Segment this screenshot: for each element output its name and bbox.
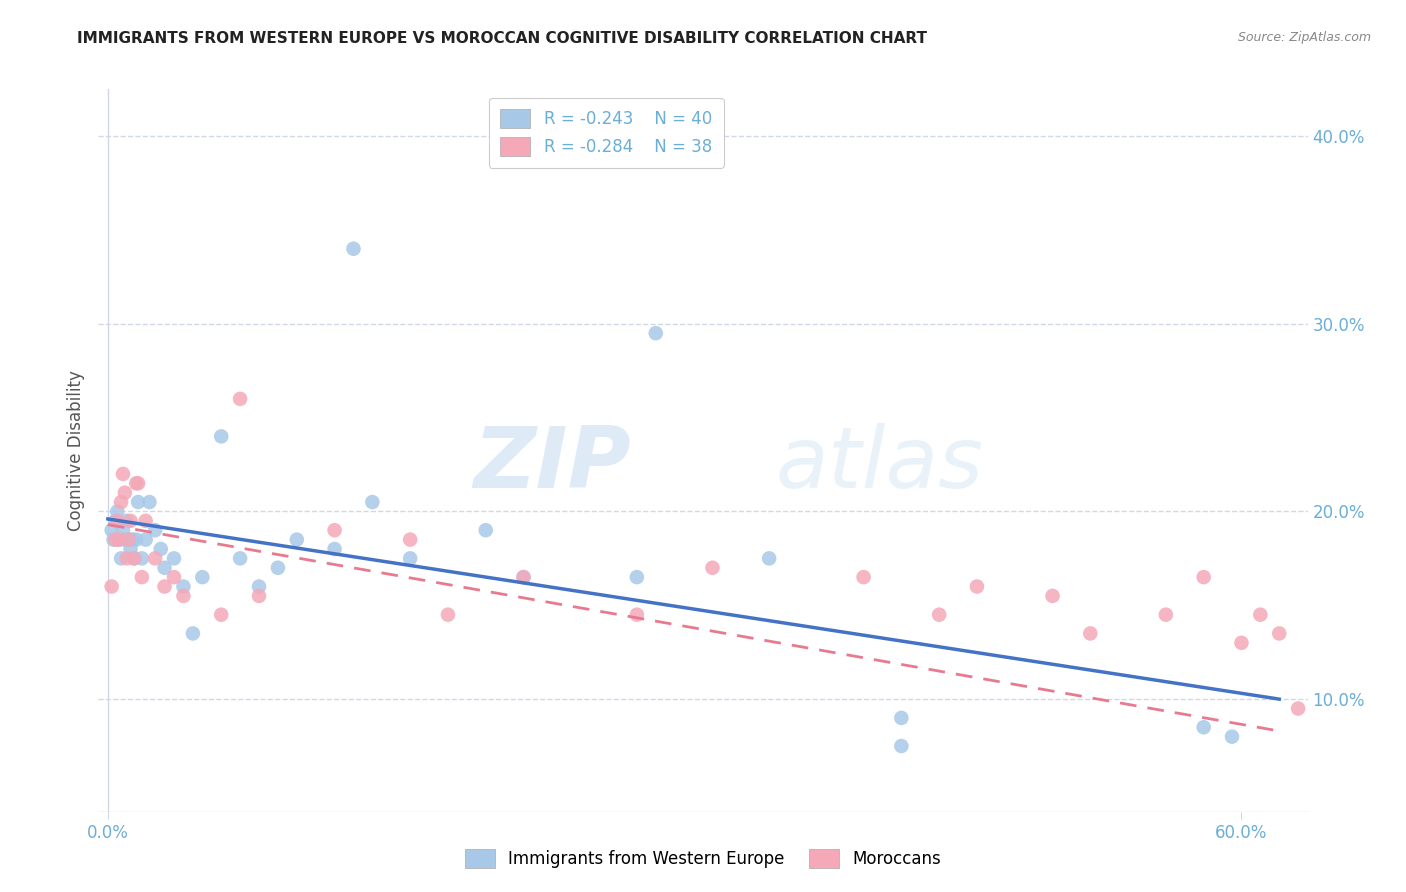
Point bbox=[118, 533, 141, 547]
Point bbox=[758, 551, 780, 566]
Point bbox=[1230, 636, 1253, 650]
Point bbox=[108, 533, 131, 547]
Point bbox=[114, 533, 136, 547]
Point bbox=[1042, 589, 1064, 603]
Point bbox=[1286, 701, 1309, 715]
Point bbox=[474, 523, 496, 537]
Point bbox=[125, 476, 148, 491]
Point bbox=[1154, 607, 1177, 622]
Point bbox=[229, 551, 252, 566]
Text: ZIP: ZIP bbox=[472, 424, 630, 507]
Point bbox=[626, 607, 648, 622]
Y-axis label: Cognitive Disability: Cognitive Disability bbox=[66, 370, 84, 531]
Point bbox=[153, 560, 176, 574]
Point bbox=[229, 392, 252, 406]
Point bbox=[103, 533, 125, 547]
Legend: R = -0.243    N = 40, R = -0.284    N = 38: R = -0.243 N = 40, R = -0.284 N = 38 bbox=[489, 97, 724, 168]
Point bbox=[928, 607, 950, 622]
Point bbox=[149, 541, 172, 556]
Point bbox=[114, 485, 136, 500]
Point bbox=[111, 467, 134, 481]
Point bbox=[135, 533, 157, 547]
Point bbox=[890, 739, 912, 753]
Point bbox=[105, 504, 128, 518]
Point bbox=[120, 541, 142, 556]
Point bbox=[131, 551, 153, 566]
Point bbox=[966, 580, 988, 594]
Point bbox=[105, 514, 128, 528]
Point bbox=[626, 570, 648, 584]
Point bbox=[323, 541, 346, 556]
Point bbox=[247, 580, 270, 594]
Point bbox=[852, 570, 875, 584]
Point bbox=[115, 551, 138, 566]
Point bbox=[115, 514, 138, 528]
Point bbox=[127, 495, 149, 509]
Point bbox=[124, 551, 146, 566]
Point bbox=[124, 551, 146, 566]
Point bbox=[285, 533, 308, 547]
Point bbox=[1078, 626, 1101, 640]
Point bbox=[172, 589, 194, 603]
Point bbox=[131, 570, 153, 584]
Point bbox=[1192, 570, 1215, 584]
Point bbox=[399, 533, 422, 547]
Text: Source: ZipAtlas.com: Source: ZipAtlas.com bbox=[1237, 31, 1371, 45]
Point bbox=[172, 580, 194, 594]
Point bbox=[342, 242, 364, 256]
Point bbox=[138, 495, 160, 509]
Point bbox=[104, 514, 127, 528]
Point bbox=[135, 514, 157, 528]
Point bbox=[110, 495, 132, 509]
Point bbox=[104, 533, 127, 547]
Text: atlas: atlas bbox=[776, 424, 984, 507]
Text: IMMIGRANTS FROM WESTERN EUROPE VS MOROCCAN COGNITIVE DISABILITY CORRELATION CHAR: IMMIGRANTS FROM WESTERN EUROPE VS MOROCC… bbox=[77, 31, 928, 46]
Point bbox=[399, 551, 422, 566]
Point bbox=[111, 523, 134, 537]
Point bbox=[247, 589, 270, 603]
Point bbox=[1220, 730, 1243, 744]
Point bbox=[181, 626, 204, 640]
Legend: Immigrants from Western Europe, Moroccans: Immigrants from Western Europe, Moroccan… bbox=[458, 842, 948, 875]
Point bbox=[191, 570, 214, 584]
Point bbox=[890, 711, 912, 725]
Point bbox=[702, 560, 724, 574]
Point bbox=[1268, 626, 1291, 640]
Point bbox=[100, 523, 122, 537]
Point bbox=[125, 533, 148, 547]
Point bbox=[512, 570, 534, 584]
Point bbox=[108, 533, 131, 547]
Point bbox=[163, 570, 186, 584]
Point bbox=[209, 607, 232, 622]
Point bbox=[361, 495, 384, 509]
Point bbox=[644, 326, 666, 341]
Point bbox=[110, 551, 132, 566]
Point bbox=[153, 580, 176, 594]
Point bbox=[267, 560, 290, 574]
Point bbox=[512, 570, 534, 584]
Point bbox=[323, 523, 346, 537]
Point bbox=[118, 533, 141, 547]
Point bbox=[163, 551, 186, 566]
Point bbox=[127, 476, 149, 491]
Point bbox=[209, 429, 232, 443]
Point bbox=[120, 514, 142, 528]
Point bbox=[1249, 607, 1271, 622]
Point bbox=[143, 523, 166, 537]
Point bbox=[437, 607, 460, 622]
Point bbox=[121, 533, 143, 547]
Point bbox=[1192, 720, 1215, 734]
Point bbox=[143, 551, 166, 566]
Point bbox=[100, 580, 122, 594]
